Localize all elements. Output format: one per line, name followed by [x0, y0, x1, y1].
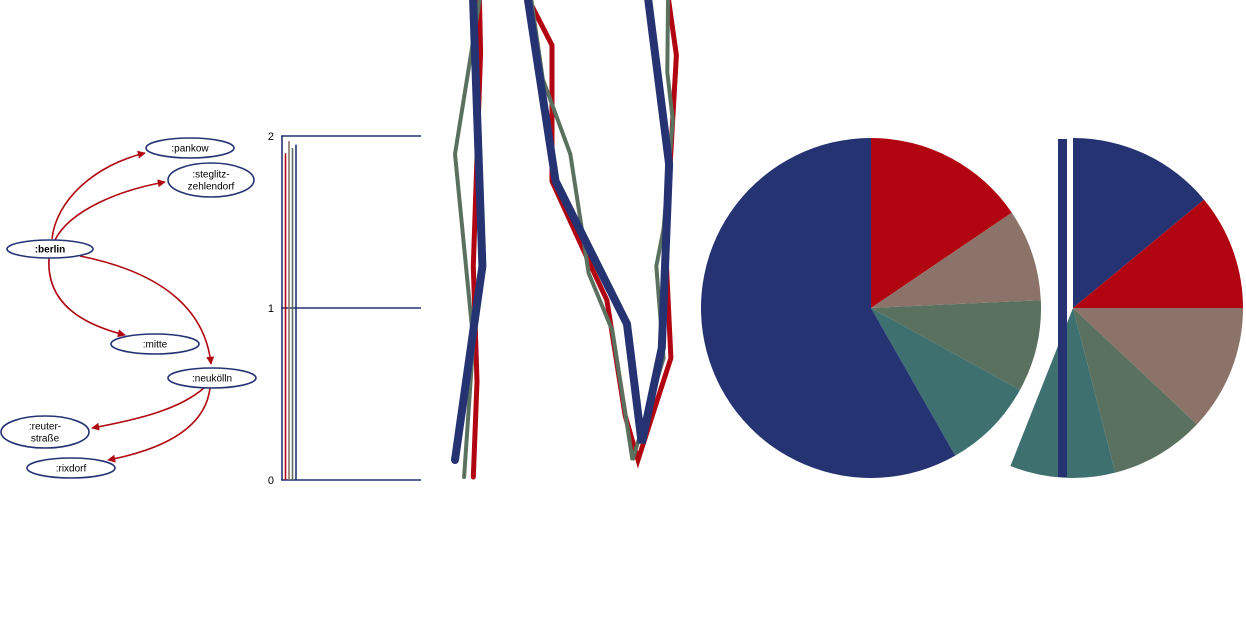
node-ellipse — [110, 333, 200, 355]
half-pie-slice-2 — [1073, 308, 1243, 425]
node-label: :reuter-straße — [29, 422, 61, 445]
node-pankow: :pankow — [145, 137, 235, 159]
node-ellipse — [167, 367, 257, 389]
line-chart — [451, 0, 679, 480]
line-series-0 — [470, 0, 679, 480]
edge-neukolln-rixdorf — [107, 387, 211, 463]
node-steglitz: :steglitz-zehlendorf — [167, 162, 255, 198]
pie-slice-0 — [700, 138, 956, 478]
node-ellipse — [145, 137, 235, 159]
edge-berlin-pankow — [51, 150, 146, 240]
node-reuter: :reuter-straße — [0, 415, 90, 449]
half-pie-slice-0 — [1073, 138, 1204, 308]
node-ellipse — [167, 162, 255, 198]
half-pie-chart — [1010, 138, 1243, 478]
pie-slice-2 — [871, 212, 1041, 308]
node-mitte: :mitte — [110, 333, 200, 355]
node-label: :neukölln — [192, 374, 232, 385]
half-pie-slice-3 — [1073, 308, 1197, 473]
node-label: :pankow — [171, 144, 209, 155]
graph-edges — [48, 150, 215, 463]
bar-chart: 0 1 2 — [268, 131, 421, 487]
line-series-1 — [452, 0, 675, 479]
y-tick-label: 0 — [268, 475, 274, 487]
edge-berlin-mitte — [48, 257, 126, 338]
half-pie-axis-bar — [1058, 139, 1067, 477]
edge-neukolln-reuter — [91, 386, 206, 431]
node-berlin: :berlin — [6, 239, 94, 259]
half-pie-slice-1 — [1073, 199, 1243, 308]
node-ellipse — [6, 239, 94, 259]
y-tick-label: 2 — [268, 131, 274, 143]
pie-slice-3 — [871, 300, 1041, 390]
edge-berlin-neukolln — [79, 255, 215, 365]
node-label: :rixdorf — [56, 464, 87, 475]
district-graph: :berlin :pankow :steglitz-zehlendorf :mitte… — [0, 137, 257, 479]
node-ellipse — [26, 457, 116, 479]
node-rixdorf: :rixdorf — [26, 457, 116, 479]
node-label: :mitte — [143, 340, 168, 351]
pie-slice-1 — [871, 138, 1012, 308]
node-label: :steglitz-zehlendorf — [188, 170, 235, 193]
pie-chart — [700, 138, 1041, 478]
node-ellipse — [0, 415, 90, 449]
node-label: :berlin — [35, 245, 66, 256]
line-series-2 — [451, 0, 674, 464]
edge-berlin-steglitz — [54, 179, 166, 241]
graph-nodes: :berlin :pankow :steglitz-zehlendorf :mitte… — [0, 137, 257, 479]
pie-slice-4 — [871, 308, 1020, 456]
y-tick-label: 1 — [268, 303, 274, 315]
node-neukolln: :neukölln — [167, 367, 257, 389]
